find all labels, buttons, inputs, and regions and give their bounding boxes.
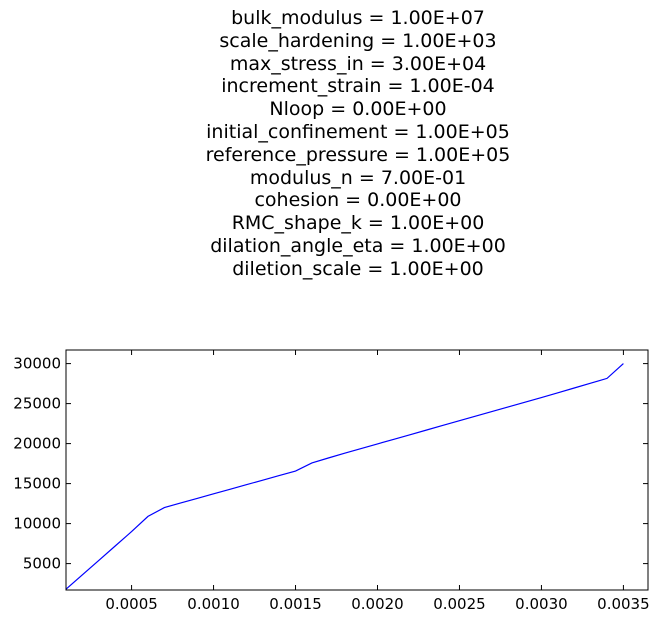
y-axis: 5000 10000 15000 20000 25000 30000 bbox=[13, 355, 648, 573]
x-tick-label: 0.0020 bbox=[351, 595, 404, 613]
title-line: max_stress_in = 3.00E+04 bbox=[229, 52, 487, 75]
title-line: increment_strain = 1.00E-04 bbox=[221, 75, 495, 98]
title-line: initial_confinement = 1.00E+05 bbox=[206, 120, 510, 143]
chart-title: bulk_modulus = 1.00E+07 scale_hardening =… bbox=[0, 7, 657, 281]
title-line: bulk_modulus = 1.00E+07 bbox=[231, 7, 485, 29]
plot-area bbox=[65, 349, 649, 591]
x-tick-label: 0.0005 bbox=[105, 595, 158, 613]
title-line: RMC_shape_k = 1.00E+00 bbox=[231, 212, 485, 235]
x-tick-label: 0.0035 bbox=[597, 595, 650, 613]
title-line: modulus_n = 7.00E-01 bbox=[249, 166, 467, 189]
y-tick-label: 30000 bbox=[13, 355, 61, 373]
x-tick-label: 0.0025 bbox=[433, 595, 486, 613]
title-line: Nloop = 0.00E+00 bbox=[269, 98, 447, 121]
title-line: scale_hardening = 1.00E+03 bbox=[219, 29, 497, 52]
y-tick-label: 5000 bbox=[23, 555, 61, 573]
title-line: reference_pressure = 1.00E+05 bbox=[205, 143, 511, 166]
y-tick-label: 20000 bbox=[13, 435, 61, 453]
series-line bbox=[65, 363, 624, 590]
x-axis: 0.0005 0.0010 0.0015 0.0020 0.0025 0.0030 0.00… bbox=[105, 350, 650, 613]
title-line: dilation_angle_eta = 1.00E+00 bbox=[210, 234, 506, 257]
y-tick-label: 15000 bbox=[13, 475, 61, 493]
title-line: cohesion = 0.00E+00 bbox=[254, 189, 462, 212]
x-tick-label: 0.0015 bbox=[269, 595, 322, 613]
y-tick-label: 25000 bbox=[13, 395, 61, 413]
x-tick-label: 0.0010 bbox=[187, 595, 240, 613]
y-tick-label: 10000 bbox=[13, 515, 61, 533]
x-tick-label: 0.0030 bbox=[515, 595, 568, 613]
title-line: diletion_scale = 1.00E+00 bbox=[232, 257, 484, 280]
